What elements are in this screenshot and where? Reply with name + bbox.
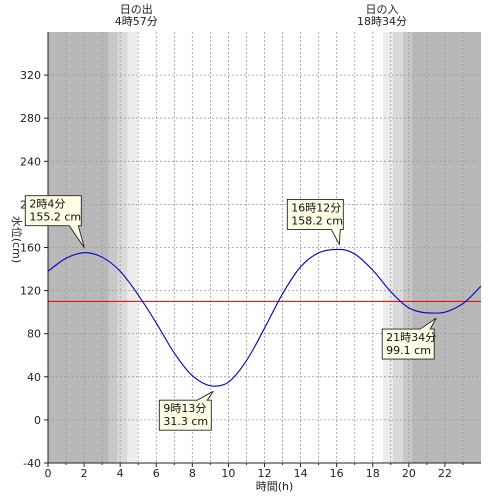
y-tick-label: -40 [23, 457, 41, 470]
x-tick-label: 2 [81, 467, 88, 480]
annotation-time: 21時34分 [386, 331, 436, 344]
y-tick-label: 240 [20, 155, 41, 168]
x-tick-label: 10 [221, 467, 235, 480]
background-band [402, 32, 412, 463]
annotation-value: 31.3 cm [163, 415, 208, 428]
x-tick-label: 16 [330, 467, 344, 480]
sunset-label: 日の入 [366, 3, 399, 16]
x-tick-label: 0 [45, 467, 52, 480]
sunrise-label: 日の出 [120, 2, 153, 16]
x-axis-title: 時間(h) [256, 480, 294, 493]
annotation-box [24, 195, 85, 248]
annotation-value: 155.2 cm [29, 211, 81, 224]
annotation-box [286, 198, 344, 247]
annotation-value: 99.1 cm [386, 344, 431, 357]
background-band [411, 32, 481, 463]
annotation-value: 158.2 cm [291, 214, 343, 227]
y-tick-label: 160 [20, 242, 41, 255]
x-tick-label: 12 [258, 467, 272, 480]
tide-line [47, 248, 482, 387]
annotation-box [381, 317, 437, 360]
y-tick-label: 320 [20, 69, 41, 82]
y-tick-label: 120 [20, 285, 41, 298]
background-band [48, 32, 109, 463]
background-band [117, 32, 128, 463]
y-tick-label: 40 [27, 371, 41, 384]
background-band [383, 32, 393, 463]
y-tick-label: 80 [27, 328, 41, 341]
x-tick-label: 18 [366, 467, 380, 480]
annotation-box [158, 390, 214, 431]
annotation-time: 2時4分 [29, 198, 65, 211]
y-tick-label: 0 [34, 414, 41, 427]
x-tick-label: 22 [438, 467, 452, 480]
x-tick-label: 8 [189, 467, 196, 480]
annotation-time: 9時13分 [163, 402, 206, 415]
sunrise-time: 4時57分 [115, 15, 158, 28]
annotation-time: 16時12分 [291, 201, 341, 214]
x-tick-label: 14 [294, 467, 308, 480]
x-tick-label: 6 [153, 467, 160, 480]
x-tick-label: 4 [117, 467, 124, 480]
x-tick-label: 20 [402, 467, 416, 480]
y-axis-title: 水位(cm) [10, 216, 24, 263]
sunset-time: 18時34分 [357, 15, 407, 28]
y-tick-label: 280 [20, 112, 41, 125]
